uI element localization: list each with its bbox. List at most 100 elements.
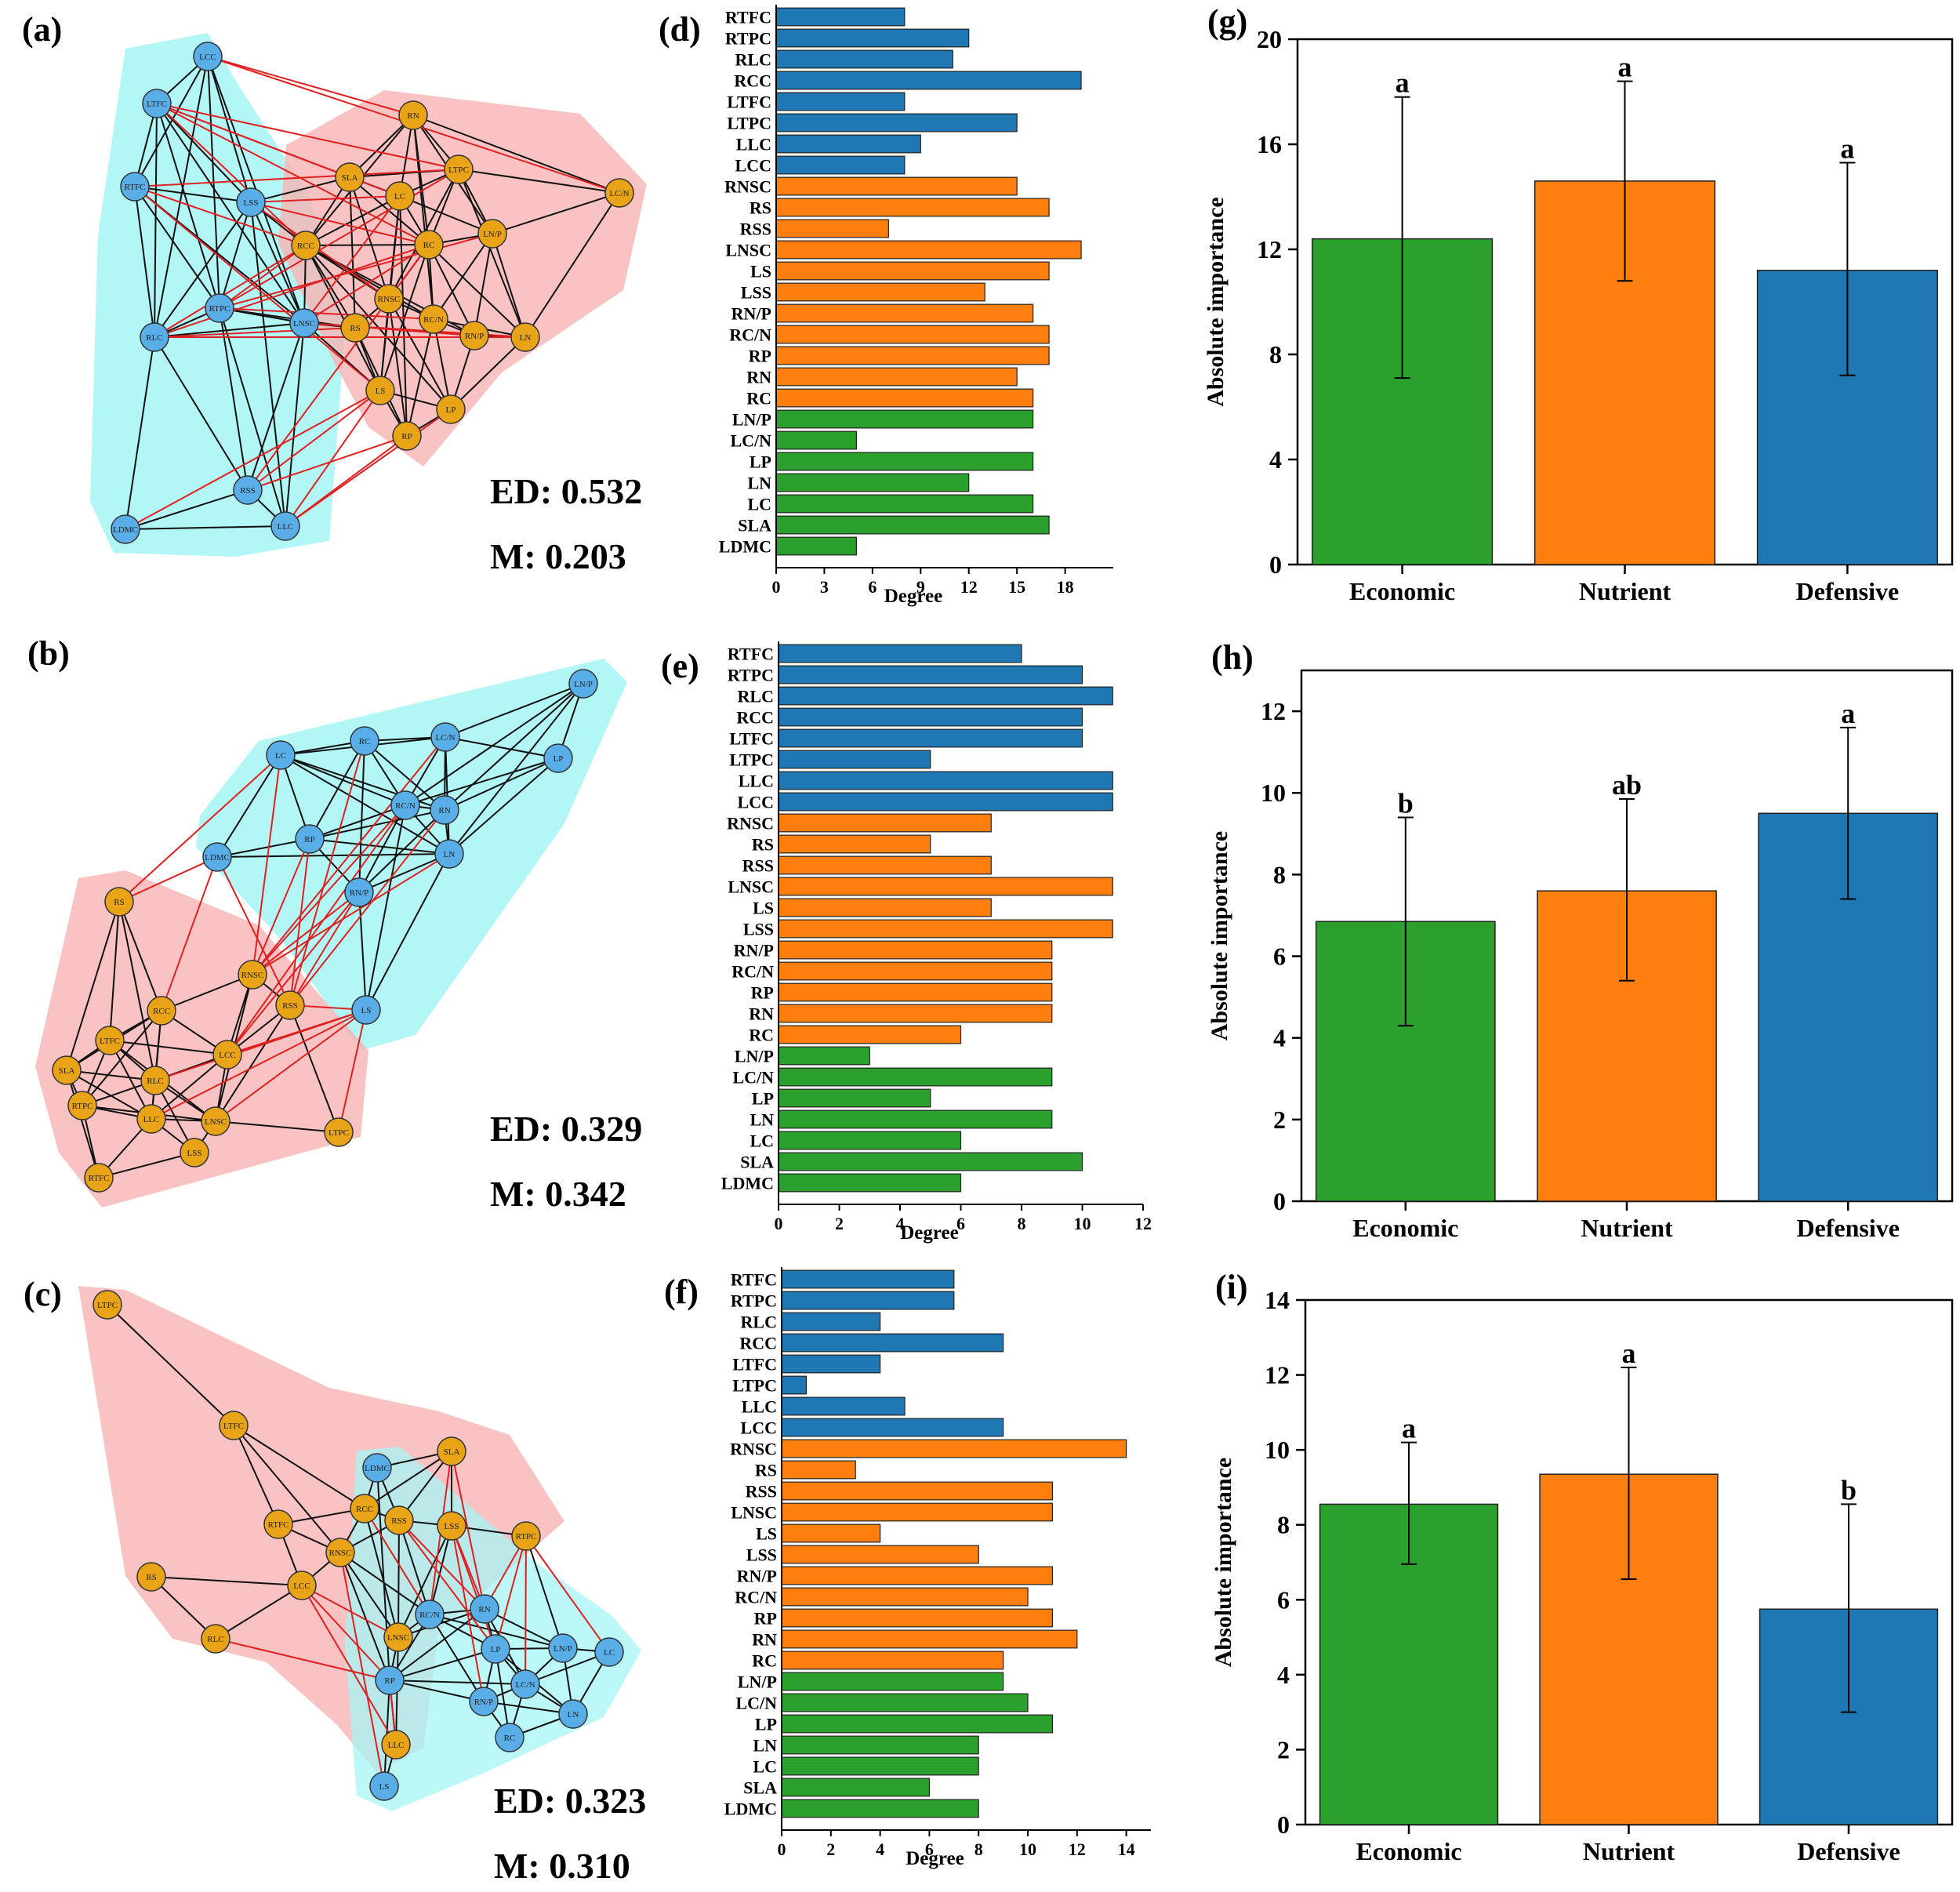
edge-negative — [154, 244, 430, 338]
node-label: LP — [491, 1645, 501, 1654]
node-label: RN/P — [350, 888, 368, 898]
edge-positive — [215, 1120, 339, 1133]
node-circle — [543, 743, 573, 773]
edge-positive — [349, 114, 414, 178]
degree-chart-d: RTFCRTPCRLCRCCLTFCLTPCLLCLCCRNSCRSRSSLNS… — [659, 5, 1113, 607]
edge-positive — [444, 757, 559, 811]
trait-label: RSS — [742, 856, 774, 876]
edge-negative — [364, 1508, 430, 1615]
edge-positive — [349, 176, 356, 329]
bar-lss — [778, 919, 1113, 939]
ed-value-c: ED: 0.323 — [494, 1781, 646, 1821]
y-tick-label: 2 — [1273, 1106, 1286, 1134]
node-circle — [136, 1562, 166, 1592]
node-circle — [594, 1637, 624, 1667]
y-tick-label: 20 — [1257, 25, 1282, 53]
edge-positive — [207, 56, 252, 203]
node-circle — [350, 1494, 379, 1523]
m-value-a: M: 0.203 — [490, 536, 626, 576]
edge-negative — [250, 202, 430, 245]
category-label: Economic — [1349, 577, 1455, 605]
node-ls: LS — [369, 1771, 399, 1801]
trait-label: LP — [752, 1089, 774, 1109]
edge-negative — [303, 244, 430, 324]
edge-negative — [161, 856, 218, 1011]
edge-positive — [156, 103, 220, 309]
node-rc: RC — [350, 726, 379, 756]
node-rs: RS — [136, 1562, 166, 1592]
edge-positive — [215, 1004, 291, 1122]
edge-positive — [309, 804, 406, 840]
node-circle — [263, 1509, 293, 1539]
edge-positive — [433, 233, 493, 320]
trait-label: LNSC — [728, 877, 774, 897]
node-circle — [270, 511, 300, 541]
bar-ln-p — [781, 1672, 1004, 1691]
bar-rn-p — [781, 1566, 1053, 1585]
node-lss: LSS — [236, 187, 266, 217]
x-tick-label: 3 — [820, 577, 829, 597]
node-circle — [351, 995, 381, 1025]
bar-rn-p — [778, 940, 1053, 960]
trait-label: RC — [746, 389, 771, 409]
x-tick-label: 12 — [1134, 1214, 1152, 1233]
node-circle — [444, 154, 474, 184]
node-sla: SLA — [52, 1055, 82, 1085]
node-label: RC/N — [423, 315, 444, 325]
bar-rtfc — [778, 644, 1022, 663]
edge-positive — [428, 244, 475, 336]
bar-rc — [778, 1025, 962, 1044]
trait-label: SLA — [740, 1153, 774, 1172]
edge-positive — [66, 901, 120, 1071]
bar-ltpc — [775, 113, 1018, 133]
bar-lnsc — [775, 240, 1082, 260]
node-ln: LN — [558, 1699, 588, 1729]
bar-rn — [778, 1004, 1053, 1023]
edge-positive — [118, 901, 162, 1011]
edge-negative — [125, 390, 381, 530]
node-label: RN/P — [465, 332, 484, 341]
node-circle — [67, 1091, 97, 1120]
significance-letter: a — [1618, 52, 1632, 83]
trait-label: RNSC — [730, 1440, 777, 1459]
node-label: LTFC — [100, 1037, 120, 1046]
edge-negative — [219, 307, 434, 320]
node-label: RTFC — [125, 183, 146, 192]
edge-positive — [125, 336, 155, 530]
x-tick-label: 9 — [916, 577, 925, 597]
node-circle — [295, 824, 325, 854]
bar-rp — [781, 1608, 1053, 1628]
node-circle — [233, 475, 263, 505]
trait-label: LSS — [741, 283, 771, 303]
node-label: RSS — [282, 1001, 298, 1011]
node-rtfc: RTFC — [84, 1163, 114, 1193]
network-nodes: LCC LTFC RTFC LSS RTPC LNSC RLC RSS LDMC LLC RN LTP… — [111, 42, 634, 544]
bar-ln — [781, 1735, 979, 1755]
bar-sla — [775, 515, 1050, 535]
node-rnsc: RNSC — [325, 1538, 355, 1567]
node-ltpc: LTPC — [324, 1117, 354, 1147]
node-label: RSS — [391, 1516, 407, 1526]
node-rcc: RCC — [147, 996, 176, 1026]
trait-label: LC — [747, 495, 771, 514]
node-circle — [390, 790, 420, 820]
edge-positive — [389, 1648, 496, 1681]
node-label: LDMC — [205, 853, 230, 862]
significance-letter: b — [1398, 787, 1414, 819]
node-circle — [95, 1026, 125, 1055]
edge-positive — [250, 176, 350, 203]
node-label: RC — [423, 241, 435, 250]
trait-label: LLC — [736, 135, 771, 154]
node-rss: RSS — [275, 990, 305, 1020]
trait-label: RN — [752, 1630, 777, 1650]
bar-rn — [781, 1629, 1078, 1649]
trait-label: RP — [754, 1609, 777, 1629]
node-circle — [111, 514, 140, 544]
edge-negative — [134, 169, 459, 187]
edge-positive — [156, 103, 252, 203]
trait-label: LP — [750, 452, 771, 472]
edge-positive — [280, 754, 310, 840]
trait-label: RLC — [735, 50, 771, 70]
node-ln-p: LN/P — [477, 219, 507, 249]
edge-positive — [134, 56, 209, 187]
